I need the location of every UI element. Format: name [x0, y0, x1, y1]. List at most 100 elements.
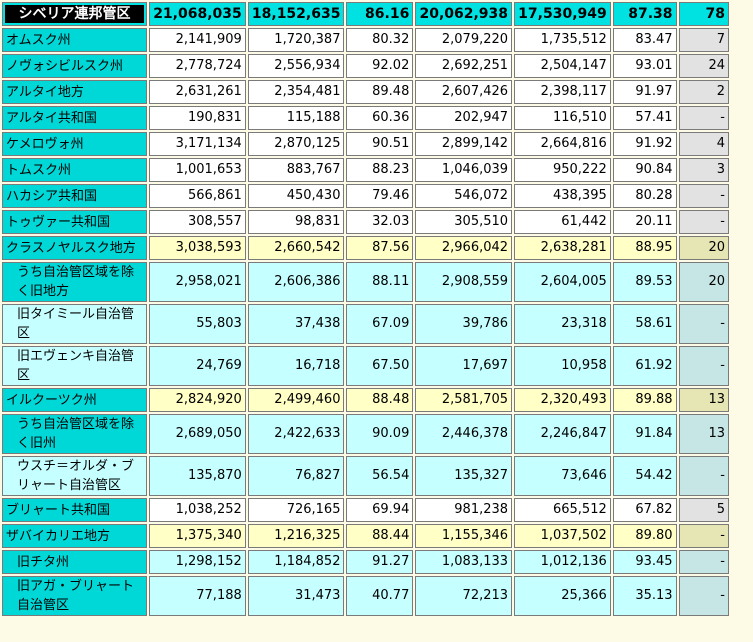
cell-v2: 16,718	[247, 346, 345, 386]
region-name: ザバイカリエ地方	[2, 524, 148, 548]
cell-rank: -	[678, 456, 729, 496]
cell-v1: 3,038,593	[149, 236, 246, 260]
cell-v5: 116,510	[514, 106, 611, 130]
cell-v3: 56.54	[346, 456, 414, 496]
cell-v6: 57.41	[612, 106, 677, 130]
table-row: オムスク州 2,141,909 1,720,387 80.32 2,079,22…	[2, 28, 729, 52]
cell-v4: 981,238	[415, 498, 513, 522]
table-row: アルタイ地方 2,631,261 2,354,481 89.48 2,607,4…	[2, 80, 729, 104]
cell-v5: 950,222	[514, 158, 611, 182]
cell-v3: 88.23	[346, 158, 414, 182]
cell-v2: 2,354,481	[247, 80, 345, 104]
cell-v4: 305,510	[415, 210, 513, 234]
region-name: 旧タイミール自治管区	[2, 304, 148, 344]
cell-v6: 90.84	[612, 158, 677, 182]
table-row: うち自治管区域を除く旧州 2,689,050 2,422,633 90.09 2…	[2, 414, 729, 454]
region-name: ウスチ＝オルダ・ブリャート自治管区	[2, 456, 148, 496]
region-name: トムスク州	[2, 158, 148, 182]
cell-v6: 83.47	[612, 28, 677, 52]
cell-v6: 80.28	[612, 184, 677, 208]
region-name: ケメロヴォ州	[2, 132, 148, 156]
cell-v4: 17,697	[415, 346, 513, 386]
cell-v3: 60.36	[346, 106, 414, 130]
cell-rank: 3	[678, 158, 729, 182]
region-name: アルタイ共和国	[2, 106, 148, 130]
table-header-row: シベリア連邦管区 21,068,035 18,152,635 86.16 20,…	[2, 2, 729, 26]
cell-v3: 87.56	[346, 236, 414, 260]
cell-v4: 2,446,378	[415, 414, 513, 454]
cell-v2: 2,660,542	[247, 236, 345, 260]
cell-rank: 2	[678, 80, 729, 104]
table-row: ブリャート共和国 1,038,252 726,165 69.94 981,238…	[2, 498, 729, 522]
region-name: ブリャート共和国	[2, 498, 148, 522]
cell-v1: 2,141,909	[149, 28, 246, 52]
cell-v1: 2,958,021	[149, 262, 246, 302]
cell-v4: 135,327	[415, 456, 513, 496]
region-name: トゥヴァー共和国	[2, 210, 148, 234]
cell-v3: 92.02	[346, 54, 414, 78]
cell-rank: 24	[678, 54, 729, 78]
cell-v4: 1,155,346	[415, 524, 513, 548]
cell-v5: 1,012,136	[514, 550, 611, 574]
cell-v6: 35.13	[612, 576, 677, 616]
region-name: 旧アガ・ブリャート自治管区	[2, 576, 148, 616]
table-row: 旧エヴェンキ自治管区 24,769 16,718 67.50 17,697 10…	[2, 346, 729, 386]
cell-v5: 665,512	[514, 498, 611, 522]
header-v6: 87.38	[612, 2, 677, 26]
cell-v1: 190,831	[149, 106, 246, 130]
cell-v4: 2,581,705	[415, 388, 513, 412]
cell-rank: -	[678, 184, 729, 208]
cell-v6: 93.01	[612, 54, 677, 78]
cell-v3: 40.77	[346, 576, 414, 616]
cell-v1: 2,824,920	[149, 388, 246, 412]
table-row: ノヴォシビルスク州 2,778,724 2,556,934 92.02 2,69…	[2, 54, 729, 78]
cell-v2: 1,720,387	[247, 28, 345, 52]
cell-rank: 5	[678, 498, 729, 522]
cell-v2: 450,430	[247, 184, 345, 208]
cell-v2: 2,499,460	[247, 388, 345, 412]
region-name: うち自治管区域を除く旧州	[2, 414, 148, 454]
table-row: アルタイ共和国 190,831 115,188 60.36 202,947 11…	[2, 106, 729, 130]
cell-v5: 438,395	[514, 184, 611, 208]
cell-v4: 1,046,039	[415, 158, 513, 182]
cell-v1: 135,870	[149, 456, 246, 496]
region-name: イルクーツク州	[2, 388, 148, 412]
table-row: トゥヴァー共和国 308,557 98,831 32.03 305,510 61…	[2, 210, 729, 234]
region-name: アルタイ地方	[2, 80, 148, 104]
cell-rank: -	[678, 304, 729, 344]
cell-v2: 98,831	[247, 210, 345, 234]
table-row: 旧タイミール自治管区 55,803 37,438 67.09 39,786 23…	[2, 304, 729, 344]
cell-v5: 73,646	[514, 456, 611, 496]
table-row: うち自治管区域を除く旧地方 2,958,021 2,606,386 88.11 …	[2, 262, 729, 302]
cell-v5: 1,037,502	[514, 524, 611, 548]
cell-v3: 89.48	[346, 80, 414, 104]
cell-v1: 3,171,134	[149, 132, 246, 156]
region-name: オムスク州	[2, 28, 148, 52]
cell-v1: 1,375,340	[149, 524, 246, 548]
cell-rank: 20	[678, 236, 729, 260]
cell-rank: -	[678, 106, 729, 130]
cell-v1: 2,689,050	[149, 414, 246, 454]
region-name: うち自治管区域を除く旧地方	[2, 262, 148, 302]
cell-rank: 4	[678, 132, 729, 156]
header-rank: 78	[678, 2, 729, 26]
cell-v5: 2,398,117	[514, 80, 611, 104]
table-row: ザバイカリエ地方 1,375,340 1,216,325 88.44 1,155…	[2, 524, 729, 548]
cell-rank: 13	[678, 388, 729, 412]
header-v5: 17,530,949	[514, 2, 611, 26]
cell-v5: 25,366	[514, 576, 611, 616]
cell-v2: 76,827	[247, 456, 345, 496]
cell-v3: 90.09	[346, 414, 414, 454]
cell-v1: 55,803	[149, 304, 246, 344]
header-v2: 18,152,635	[247, 2, 345, 26]
cell-v2: 2,606,386	[247, 262, 345, 302]
cell-v6: 89.53	[612, 262, 677, 302]
header-v3: 86.16	[346, 2, 414, 26]
cell-v2: 2,422,633	[247, 414, 345, 454]
cell-v4: 2,079,220	[415, 28, 513, 52]
cell-v4: 2,607,426	[415, 80, 513, 104]
header-v4: 20,062,938	[415, 2, 513, 26]
table-row: クラスノヤルスク地方 3,038,593 2,660,542 87.56 2,9…	[2, 236, 729, 260]
cell-v6: 67.82	[612, 498, 677, 522]
cell-v5: 2,504,147	[514, 54, 611, 78]
